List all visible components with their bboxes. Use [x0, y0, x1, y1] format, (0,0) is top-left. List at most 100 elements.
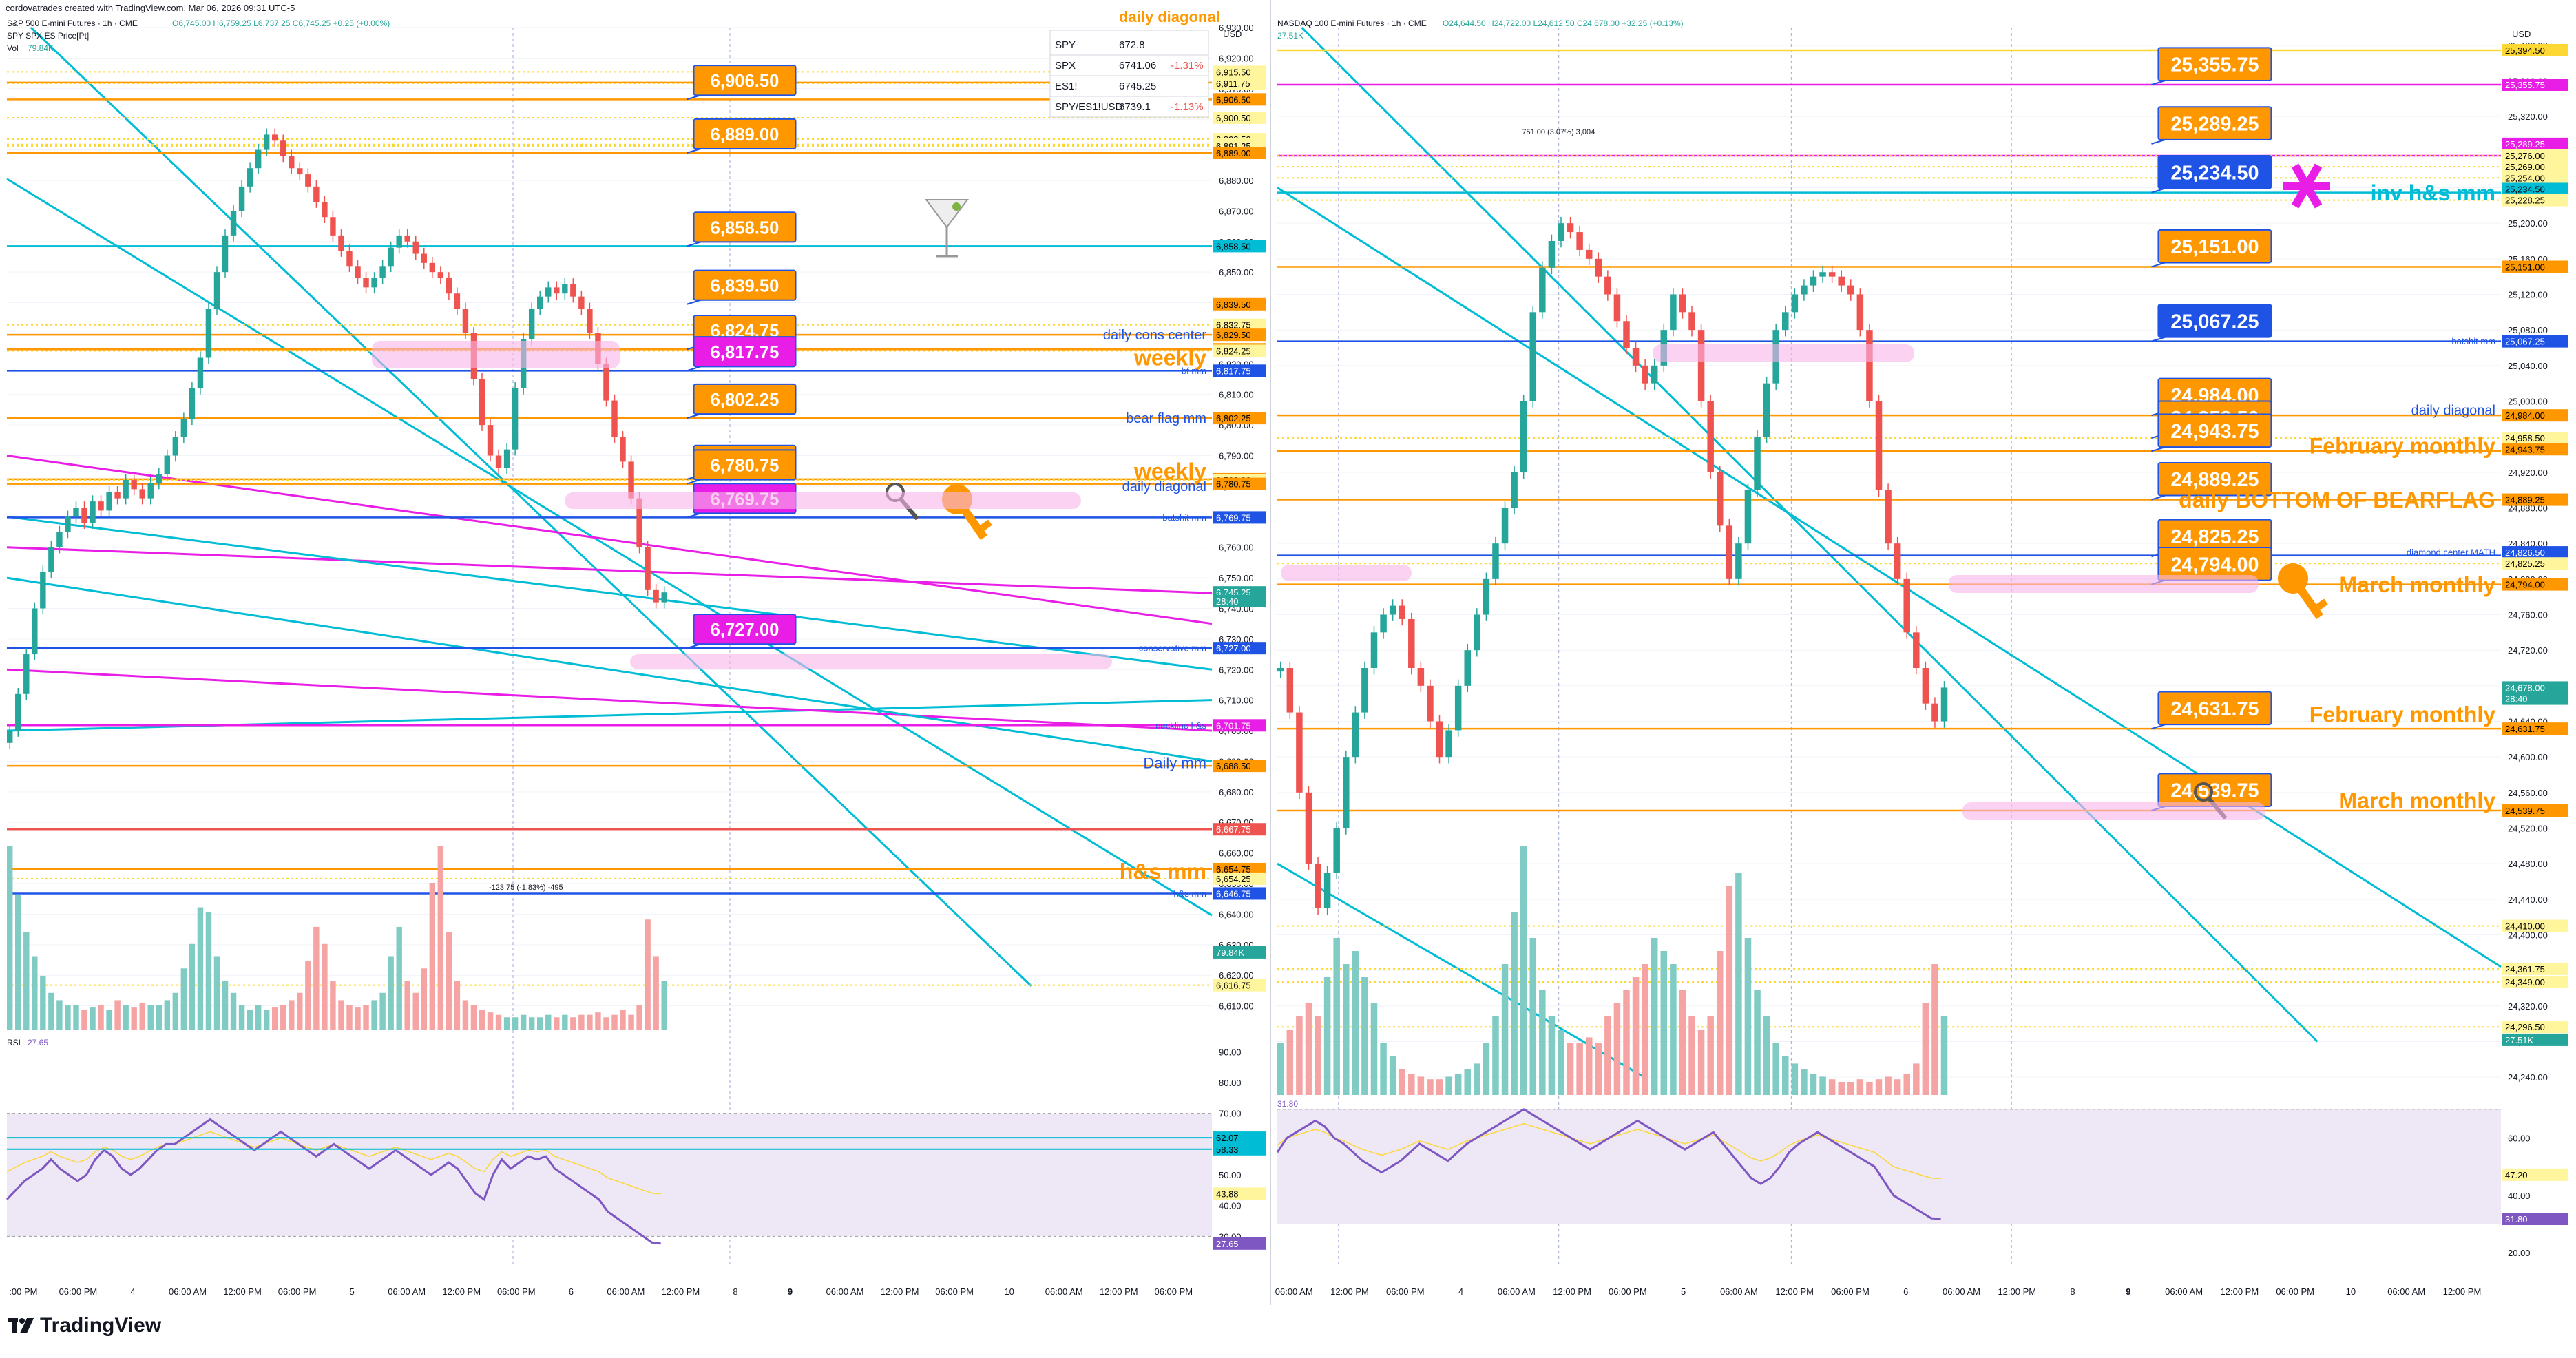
candle-body — [1352, 712, 1359, 758]
x-tick-label: 9 — [2126, 1286, 2130, 1297]
y-tick-label: 25,320.00 — [2508, 112, 2548, 122]
trend-line — [6, 668, 1213, 732]
axis-price-label — [1213, 979, 1266, 992]
x-tick-label: 12:00 PM — [1998, 1286, 2036, 1297]
candle-body — [1791, 294, 1799, 313]
candle-body — [263, 134, 270, 150]
volume-bar — [330, 981, 336, 1030]
axis-price-label — [2502, 1033, 2568, 1046]
candle-body — [412, 241, 419, 254]
price-tag-label: 6,780.75 — [711, 456, 779, 475]
volume-bar — [1623, 990, 1630, 1095]
key-bit — [980, 519, 992, 531]
price-tag-label: 25,151.00 — [2170, 236, 2259, 258]
axis-price-label — [2502, 160, 2568, 174]
axis-price-text: 6,769.75 — [1216, 512, 1251, 523]
x-tick-label: 12:00 PM — [2221, 1286, 2259, 1297]
x-tick-label: 06:00 PM — [1386, 1286, 1425, 1297]
candle-body — [1323, 873, 1331, 908]
axis-price-label — [1213, 862, 1266, 875]
axis-price-text: 6,727.00 — [1216, 643, 1251, 654]
volume-bar — [1315, 1016, 1321, 1095]
axis-price-label — [2502, 149, 2568, 162]
volume-bar — [1922, 1003, 1929, 1095]
x-tick-label: 06:00 PM — [1609, 1286, 1647, 1297]
candle-body — [661, 592, 667, 603]
rsi-level-text: 58.33 — [1216, 1145, 1239, 1155]
candle-body — [1548, 241, 1556, 268]
credit-text: cordovatrades created with TradingView.c… — [6, 3, 295, 13]
y-tick-label: 6,870.00 — [1219, 206, 1254, 216]
volume-bar — [454, 981, 461, 1030]
volume-bar — [528, 1017, 535, 1030]
candle-body — [1389, 605, 1396, 615]
volume-bar — [470, 1005, 477, 1030]
x-tick-label: 06:00 AM — [826, 1286, 864, 1297]
candle-body — [1604, 276, 1611, 295]
rsi-title: RSI — [7, 1038, 21, 1047]
watchlist-table: SPY 672.8 SPX 6741.06 -1.31% ES1! 6745.25 SPY/E… — [1049, 30, 1209, 118]
highlight-marker — [372, 341, 620, 368]
volume-bar — [1782, 1056, 1789, 1095]
level-annotation: daily diagonal — [2411, 403, 2495, 418]
candle-body — [338, 235, 344, 251]
volume-bar — [1894, 1079, 1901, 1095]
volume-bar — [1642, 964, 1648, 1095]
candle-body — [587, 309, 593, 333]
level-annotation: Daily mm — [1143, 754, 1206, 771]
candle-body — [355, 266, 361, 279]
currency-label: USD — [1223, 29, 1242, 39]
axis-price-label — [1213, 760, 1266, 773]
volume-bar — [379, 992, 386, 1030]
martini-glass — [925, 199, 969, 229]
candle-body — [272, 134, 278, 141]
candle-body — [48, 547, 54, 572]
key-shaft — [961, 507, 987, 541]
candle-body — [1623, 321, 1630, 348]
candle-body — [1885, 490, 1892, 544]
axis-price-label — [2502, 681, 2568, 694]
x-tick-label: 12:00 PM — [2443, 1286, 2482, 1297]
volume-bar — [23, 932, 30, 1030]
axis-price-label — [2502, 182, 2568, 196]
volume-bar — [1361, 977, 1368, 1095]
candle-body — [1735, 543, 1742, 579]
volume-bar — [421, 968, 427, 1030]
x-tick-label: 10 — [1004, 1286, 1014, 1297]
candle-body — [81, 507, 87, 523]
candle-body — [305, 174, 311, 187]
watchlist-change: -1.31% — [1171, 60, 1204, 72]
watchlist-symbol: SPY — [1055, 39, 1076, 51]
volume-value: 79.84K — [28, 43, 54, 53]
volume-bar — [172, 992, 179, 1030]
price-tag-label: 6,889.00 — [711, 125, 779, 145]
volume-bar — [479, 1010, 485, 1030]
volume-bar — [1567, 1043, 1574, 1095]
volume-bar — [1913, 1063, 1920, 1095]
axis-price-text: 6,646.75 — [1216, 888, 1251, 899]
rsi-line — [1276, 1108, 1941, 1220]
candle-body — [1408, 618, 1415, 668]
rsi-tick-label: 60.00 — [2508, 1134, 2531, 1144]
candle-body — [123, 480, 129, 499]
price-tag-label: 24,631.75 — [2170, 698, 2259, 720]
volume-bar — [1735, 873, 1742, 1095]
level-annotation: daily cons center — [1103, 328, 1206, 343]
y-tick-label: 6,750.00 — [1219, 573, 1254, 583]
price-tag — [693, 613, 797, 645]
axis-price-label — [2502, 443, 2568, 456]
candle-body — [205, 309, 212, 358]
level-annotation: bear flag mm — [1126, 411, 1206, 426]
brand-label: TradingView — [40, 1314, 162, 1337]
volume-bar — [73, 1005, 79, 1030]
x-tick-label: :00 PM — [9, 1286, 37, 1297]
y-tick-label: 24,320.00 — [2508, 1001, 2548, 1012]
volume-bar — [189, 943, 196, 1030]
volume-bar — [1417, 1076, 1425, 1095]
price-tag — [693, 336, 797, 368]
volume-bar — [272, 1007, 278, 1030]
rsi-axis-label — [1213, 1237, 1266, 1250]
volume-bar — [1305, 1003, 1312, 1095]
volume-bar — [355, 1007, 361, 1030]
axis-price-label — [2502, 260, 2568, 273]
